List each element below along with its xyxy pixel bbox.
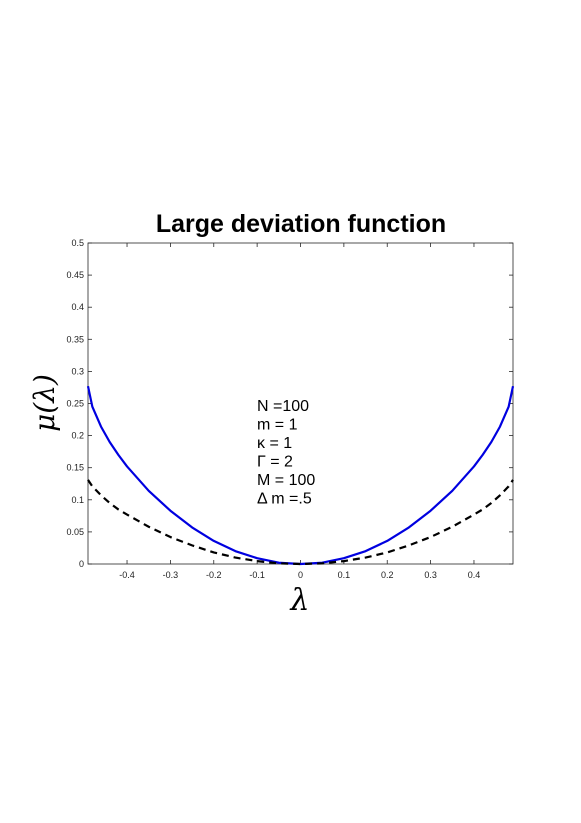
annotation-line: m = 1 <box>257 417 298 434</box>
annotation-line: N =100 <box>257 398 309 415</box>
y-tick-label: 0.35 <box>66 334 84 344</box>
y-tick-label: 0.5 <box>71 238 84 248</box>
y-axis-label: μ(λ) <box>28 374 61 432</box>
plot-area <box>87 242 514 565</box>
annotation-line: Δ m =.5 <box>257 491 312 508</box>
y-tick-label: 0.25 <box>66 399 84 409</box>
y-tick-label: 0.4 <box>71 302 84 312</box>
x-tick-label: -0.2 <box>206 570 222 580</box>
annotation-line: M = 100 <box>257 472 315 489</box>
x-tick-label: 0.4 <box>468 570 481 580</box>
y-tick-label: 0 <box>79 559 84 569</box>
series-line-dashed <box>87 479 514 566</box>
x-tick-label: 0.1 <box>338 570 351 580</box>
axis-ticks: -0.4 -0.3 -0.2 -0.1 0 0.1 0.2 0.3 0.4 0 0.05 0.1 0.1… <box>66 238 513 580</box>
x-axis-label: λ <box>289 583 309 618</box>
y-tick-label: 0.15 <box>66 463 84 473</box>
series-line-solid <box>86 385 515 566</box>
y-tick-label: 0.2 <box>71 431 84 441</box>
annotation-line: Γ = 2 <box>257 454 293 471</box>
y-tick-label: 0.3 <box>71 366 84 376</box>
y-tick-label: 0.05 <box>66 527 84 537</box>
x-tick-label: 0.2 <box>381 570 394 580</box>
y-tick-label: 0.1 <box>71 495 84 505</box>
parameter-annotations: N =100 m = 1κ = 1 Γ = 2M = 100 Δ m =.5 <box>257 398 315 508</box>
chart-title: Large deviation function <box>156 210 446 238</box>
x-tick-label: -0.3 <box>163 570 179 580</box>
x-tick-label: 0 <box>298 570 303 580</box>
y-tick-label: 0.45 <box>66 270 84 280</box>
series-layer <box>86 385 515 566</box>
x-tick-label: 0.3 <box>424 570 437 580</box>
x-tick-label: -0.4 <box>119 570 135 580</box>
annotation-line: κ = 1 <box>257 435 292 452</box>
x-tick-label: -0.1 <box>249 570 265 580</box>
